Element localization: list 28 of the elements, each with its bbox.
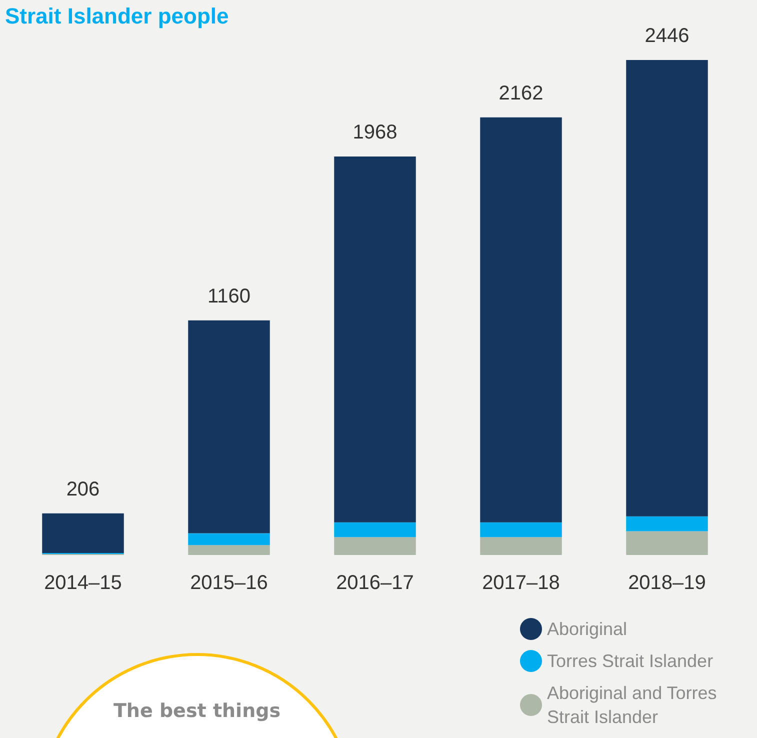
- bar: [480, 117, 562, 522]
- x-tick-label: 2016–17: [336, 572, 414, 594]
- legend-label: Aboriginal: [547, 619, 628, 639]
- x-tick-label: 2017–18: [482, 572, 560, 594]
- x-tick-label: 2015–16: [190, 572, 268, 594]
- bar: [188, 545, 270, 555]
- x-tick-label: 2014–15: [44, 572, 122, 594]
- bar: [626, 531, 708, 555]
- bar: [480, 537, 562, 555]
- bar: [334, 537, 416, 555]
- annotation: 1160: [207, 285, 251, 308]
- bar: [626, 516, 708, 532]
- bar: [42, 513, 124, 554]
- chart-title: Strait Islander people: [5, 4, 229, 28]
- bar: [188, 533, 270, 546]
- bar: [334, 522, 416, 538]
- legend-label: Torres Strait Islander: [547, 651, 714, 671]
- legend-label: Aboriginal and Torres Strait Islander: [547, 683, 722, 727]
- bar: [188, 320, 270, 534]
- bar: [626, 60, 708, 516]
- annotation: 2446: [644, 25, 690, 47]
- annotation: 1968: [352, 122, 398, 144]
- bar: [334, 156, 416, 522]
- annotation: 2162: [498, 82, 544, 104]
- annotation: 206: [66, 478, 100, 500]
- bar: [480, 522, 562, 538]
- text: The best things: [112, 700, 282, 722]
- x-tick-label: 2018–19: [628, 572, 706, 594]
